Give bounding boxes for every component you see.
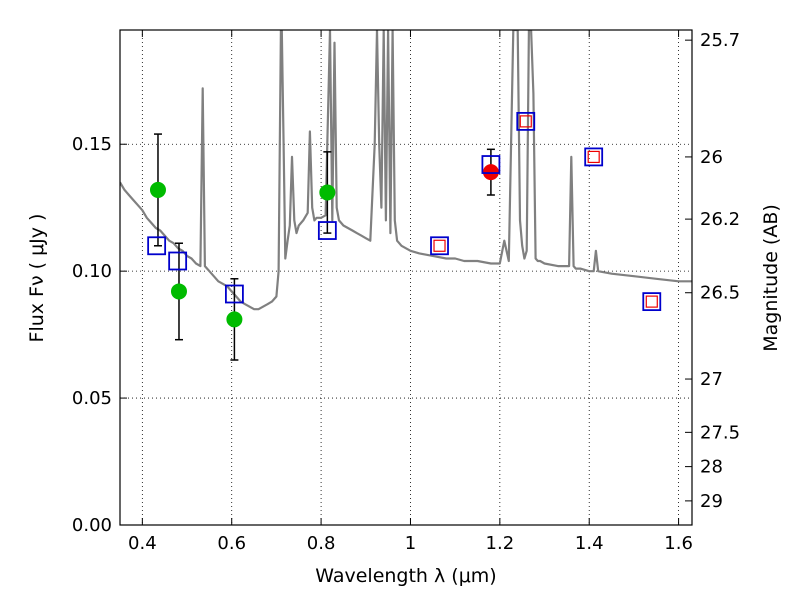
right-tick-label: 28 [700, 457, 723, 478]
observed-point [149, 181, 166, 198]
right-tick-label: 27.5 [700, 422, 740, 443]
right-tick-label: 29 [700, 491, 723, 512]
observed-point [226, 311, 243, 328]
model-spectrum-line [120, 30, 692, 311]
x-tick-label: 1.4 [575, 533, 604, 554]
model-photometry-inner-square [519, 115, 532, 128]
grid-lines [120, 30, 692, 526]
y-axis-ticks: 0.00 0.05 0.10 0.15 [72, 134, 127, 536]
right-tick-label: 27 [700, 369, 723, 390]
observed-point [170, 283, 187, 300]
right-tick-label: 26 [700, 147, 723, 168]
model-photometry-square [147, 236, 167, 256]
right-tick-label: 26.5 [700, 283, 740, 304]
model-photometry-inner-square [587, 150, 600, 164]
model-photometry-inner-square [433, 239, 446, 252]
y-tick-label: 0.15 [72, 134, 112, 155]
model-photometry-square [168, 251, 188, 271]
x-tick-label: 0.8 [307, 533, 336, 554]
x-tick-label: 1.6 [664, 533, 693, 554]
right-axis-label: Magnitude (AB) [760, 204, 782, 352]
x-tick-label: 1.2 [486, 533, 515, 554]
observed-photometry-layer [149, 164, 499, 328]
y-tick-label: 0.10 [72, 261, 112, 282]
model-photometry-layer [147, 111, 662, 312]
x-axis-label: Wavelength λ (μm) [315, 565, 496, 587]
right-axis-ticks: 25.7 26 26.2 26.5 27 27.5 28 29 [685, 30, 740, 512]
right-tick-label: 26.2 [700, 209, 740, 230]
model-photometry-square [224, 284, 244, 304]
model-photometry-inner-square [645, 295, 658, 308]
observed-point [319, 184, 336, 201]
model-photometry-square [516, 111, 536, 131]
y-tick-label: 0.05 [72, 388, 112, 409]
model-photometry-square [642, 292, 662, 312]
x-tick-label: 0.4 [128, 533, 157, 554]
model-photometry-square [584, 147, 604, 167]
x-axis-ticks: 0.4 0.6 0.8 1 1.2 1.4 1.6 [128, 30, 693, 554]
y-axis-label: Flux Fν ( μJy ) [26, 214, 48, 343]
model-photometry-square [317, 221, 337, 240]
plot-frame [119, 29, 693, 526]
x-tick-label: 1 [405, 533, 416, 554]
model-spectrum-layer [120, 30, 692, 311]
right-tick-label: 25.7 [700, 30, 740, 51]
model-photometry-square [430, 236, 449, 256]
model-photometry-square [481, 155, 501, 174]
y-tick-label: 0.00 [72, 515, 112, 536]
x-tick-label: 0.6 [217, 533, 246, 554]
